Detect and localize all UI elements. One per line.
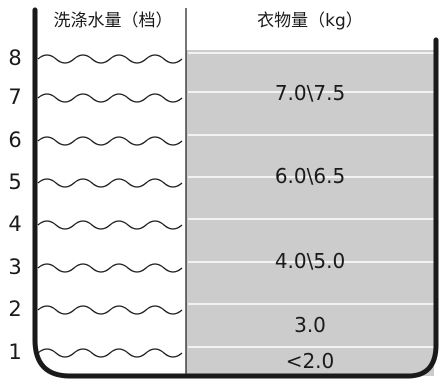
load-value-4: <2.0	[285, 349, 335, 373]
water-line-level-6	[37, 136, 183, 146]
water-level-lines	[37, 54, 183, 358]
water-line-level-7	[37, 93, 183, 103]
water-line-level-2	[37, 305, 183, 315]
level-number-4: 4	[8, 212, 22, 236]
level-number-7: 7	[8, 85, 22, 109]
water-line-level-4	[37, 220, 183, 230]
load-header: 衣物量（kg）	[257, 11, 363, 31]
water-line-level-5	[37, 178, 183, 188]
load-value-2: 4.0\5.0	[274, 248, 346, 273]
load-value-3: 3.0	[294, 313, 326, 337]
water-line-level-1	[37, 348, 183, 358]
water-level-header: 洗涤水量（档）	[53, 11, 173, 31]
load-panel	[186, 50, 434, 376]
load-value-0: 7.0\7.5	[274, 80, 346, 105]
tank-outline	[32, 7, 439, 379]
level-number-3: 3	[8, 255, 22, 279]
level-number-5: 5	[8, 170, 22, 194]
level-number-1: 1	[8, 340, 22, 364]
level-number-2: 2	[8, 297, 22, 321]
load-value-1: 6.0\6.5	[274, 164, 346, 188]
water-line-level-3	[37, 263, 183, 273]
water-line-level-8	[37, 54, 183, 64]
row-dividers	[188, 52, 434, 348]
level-number-6: 6	[8, 128, 22, 152]
level-number-8: 8	[8, 46, 22, 70]
